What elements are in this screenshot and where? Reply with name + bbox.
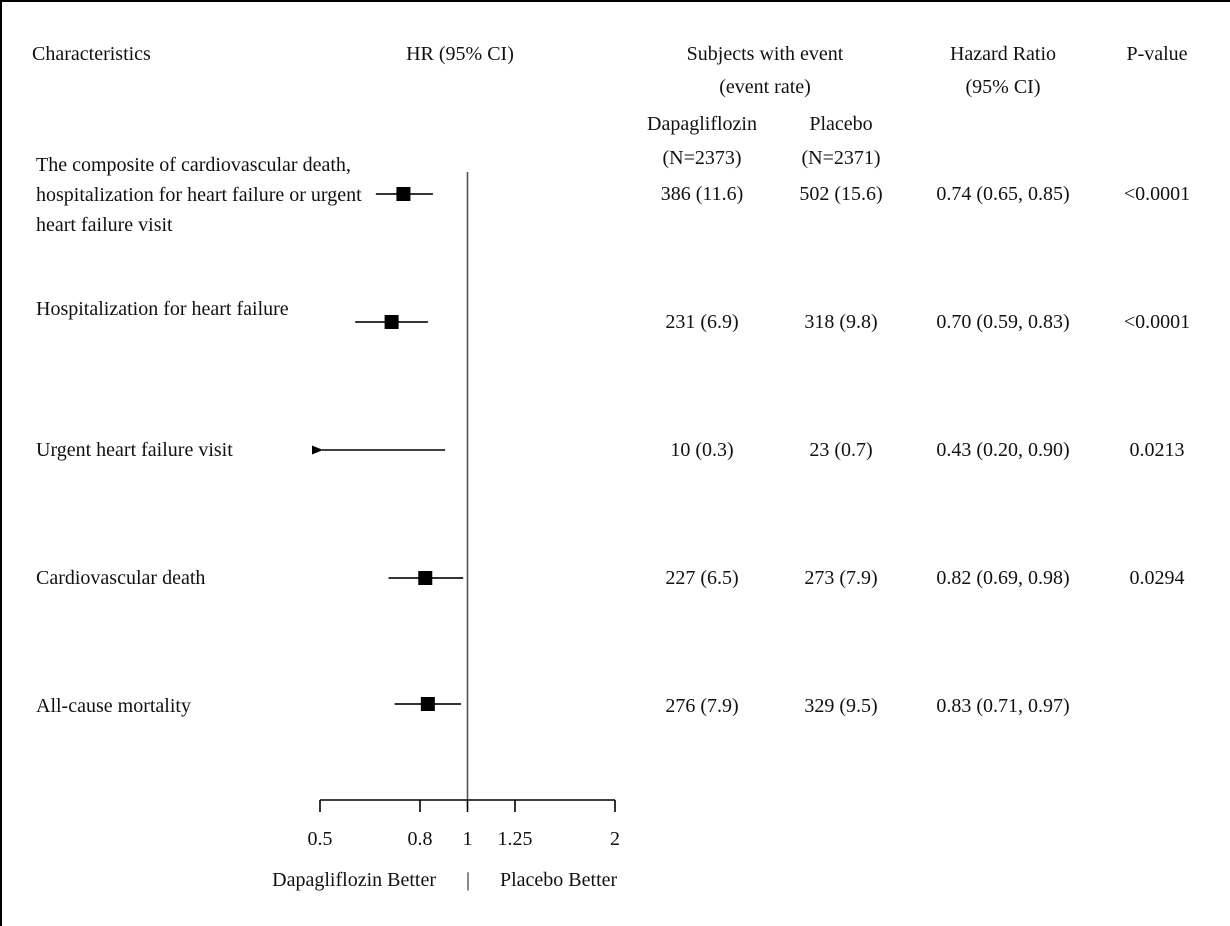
row-cv-death-pvalue: 0.0294 — [1129, 567, 1185, 589]
header-characteristics: Characteristics — [32, 43, 151, 65]
hr-point-row-1 — [396, 187, 411, 201]
row-urgent-hf-hr-ci: 0.43 (0.20, 0.90) — [936, 439, 1070, 461]
row-urgent-hf-placebo: 23 (0.7) — [809, 439, 873, 461]
header-hr-ci: HR (95% CI) — [406, 43, 514, 65]
row-composite-pvalue: <0.0001 — [1123, 183, 1191, 205]
row-urgent-hf-dapagliflozin: 10 (0.3) — [670, 439, 734, 461]
header-group2-name: Placebo — [809, 113, 873, 135]
row-all-cause-hr-ci: 0.83 (0.71, 0.97) — [936, 695, 1070, 717]
header-group2-n: (N=2371) — [801, 147, 881, 169]
x-tick-label-0.8: 0.8 — [408, 828, 433, 850]
x-tick-label-1: 1 — [463, 828, 473, 850]
x-tick-label-2: 2 — [610, 828, 620, 850]
row-cv-death-placebo: 273 (7.9) — [804, 567, 878, 589]
header-group1-name: Dapagliflozin — [647, 113, 757, 135]
row-composite-dapagliflozin: 386 (11.6) — [660, 183, 744, 205]
row-cv-death-dapagliflozin: 227 (6.5) — [665, 567, 739, 589]
header-group1-n: (N=2373) — [662, 147, 742, 169]
hr-point-row-5 — [420, 697, 435, 711]
row-label-cv-death: Cardiovascular death — [36, 567, 206, 589]
row-label-urgent-hf: Urgent heart failure visit — [36, 439, 233, 461]
row-hhf-placebo: 318 (9.8) — [804, 311, 878, 333]
x-tick-label-1.25: 1.25 — [497, 828, 532, 850]
footer-separator: | — [465, 869, 471, 891]
row-hhf-pvalue: <0.0001 — [1123, 311, 1191, 333]
header-subjects-line1: Subjects with event — [686, 43, 844, 65]
header-hazard-line2: (95% CI) — [965, 76, 1041, 98]
hr-point-row-2 — [384, 315, 399, 329]
row-urgent-hf-pvalue: 0.0213 — [1129, 439, 1185, 461]
row-composite-hr-ci: 0.74 (0.65, 0.85) — [936, 183, 1070, 205]
footer-dapagliflozin-better: Dapagliflozin Better — [272, 869, 436, 891]
row-all-cause-placebo: 329 (9.5) — [804, 695, 878, 717]
row-cv-death-hr-ci: 0.82 (0.69, 0.98) — [936, 567, 1070, 589]
x-tick-label-0.5: 0.5 — [308, 828, 333, 850]
row-label-all-cause: All-cause mortality — [36, 695, 191, 717]
footer-placebo-better: Placebo Better — [500, 869, 618, 891]
header-subjects-line2: (event rate) — [719, 76, 811, 98]
row-label-composite: The composite of cardiovascular death, h… — [36, 154, 362, 236]
row-label-hhf: Hospitalization for heart failure — [36, 298, 289, 320]
row-all-cause-dapagliflozin: 276 (7.9) — [665, 695, 739, 717]
header-pvalue: P-value — [1126, 43, 1188, 65]
row-hhf-hr-ci: 0.70 (0.59, 0.83) — [936, 311, 1070, 333]
header-hazard-line1: Hazard Ratio — [949, 43, 1057, 65]
hr-point-row-4 — [418, 571, 433, 585]
row-composite-placebo: 502 (15.6) — [799, 183, 883, 205]
row-hhf-dapagliflozin: 231 (6.9) — [665, 311, 739, 333]
